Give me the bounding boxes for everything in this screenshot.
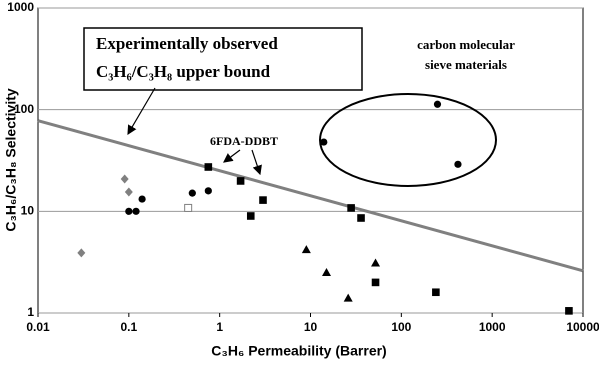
y-tick-label: 1 bbox=[27, 305, 34, 319]
x-tick-label: 10000 bbox=[566, 320, 599, 334]
point bbox=[347, 204, 355, 212]
x-axis-label: C₃H₆ Permeability (Barrer) bbox=[211, 343, 386, 359]
point bbox=[321, 268, 331, 277]
point bbox=[138, 195, 146, 203]
x-tick-label: 100 bbox=[391, 320, 411, 334]
y-tick-label: 1000 bbox=[7, 0, 34, 14]
x-tick-label: 0.1 bbox=[120, 320, 137, 334]
point bbox=[204, 163, 213, 171]
point bbox=[188, 189, 196, 197]
point bbox=[120, 174, 129, 184]
point bbox=[184, 203, 193, 212]
bound-label: C₃H₆/C₃H₈ upper bound bbox=[96, 62, 271, 81]
point bbox=[343, 293, 353, 302]
point bbox=[357, 214, 365, 222]
point bbox=[320, 138, 328, 146]
point bbox=[77, 248, 86, 258]
cms-ellipse bbox=[319, 93, 497, 187]
point bbox=[371, 258, 381, 267]
polymer-arrow bbox=[223, 149, 241, 163]
x-tick-label: 10 bbox=[304, 320, 318, 334]
point bbox=[371, 278, 380, 287]
point bbox=[246, 212, 255, 220]
upper-bound-line bbox=[37, 119, 584, 273]
bound-arrow bbox=[127, 87, 156, 136]
point bbox=[565, 307, 573, 315]
polymer-arrow bbox=[251, 149, 262, 176]
point bbox=[301, 245, 311, 254]
bound-label: Experimentally observed bbox=[96, 34, 278, 53]
point bbox=[432, 288, 440, 297]
x-tick-label: 1000 bbox=[479, 320, 506, 334]
cms-label: sieve materials bbox=[425, 57, 507, 72]
y-axis-label: C₃H₆/C₃H₈ Selectivity bbox=[3, 88, 19, 232]
point bbox=[259, 196, 267, 204]
point bbox=[204, 187, 212, 195]
polymer-label: 6FDA-DDBT bbox=[210, 134, 278, 148]
point bbox=[124, 187, 133, 197]
plot-area: 1 10 100 1000 0.01 0.1 1 10 100 1000 10000 bbox=[7, 0, 599, 334]
cms-label: carbon molecular bbox=[417, 37, 515, 52]
x-tick-label: 1 bbox=[216, 320, 223, 334]
point bbox=[125, 207, 133, 215]
point bbox=[454, 160, 462, 168]
x-tick-label: 0.01 bbox=[26, 320, 50, 334]
point bbox=[236, 177, 245, 185]
y-tick-label: 100 bbox=[14, 102, 34, 116]
point bbox=[132, 207, 140, 215]
y-tick-label: 10 bbox=[21, 204, 35, 218]
point bbox=[433, 100, 442, 108]
bound-box bbox=[83, 27, 363, 91]
